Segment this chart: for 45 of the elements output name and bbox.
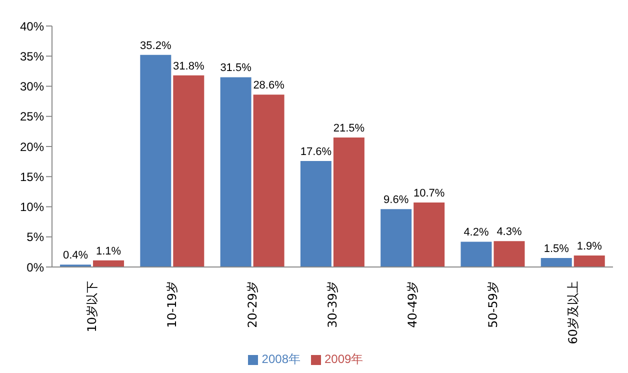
x-tick-label: 60岁及以上 <box>566 281 580 344</box>
data-label: 31.5% <box>220 62 252 74</box>
data-label: 9.6% <box>384 194 409 206</box>
y-tick-label: 5% <box>26 230 44 244</box>
data-label: 10.7% <box>413 188 445 200</box>
bar <box>140 54 172 267</box>
data-label: 35.2% <box>140 40 172 52</box>
bar <box>93 260 124 267</box>
x-tick-label: 10-19岁 <box>165 281 180 328</box>
x-tick-label: 30-39岁 <box>326 281 340 328</box>
bar <box>253 94 284 267</box>
legend-label: 2008年 <box>262 352 300 366</box>
y-tick-label: 25% <box>20 110 44 124</box>
bar <box>300 160 332 267</box>
x-tick-label: 10岁以下 <box>85 281 100 332</box>
bar <box>414 202 445 267</box>
bar <box>380 209 412 267</box>
bar <box>494 241 525 267</box>
bar <box>333 137 364 267</box>
y-tick-label: 35% <box>20 49 44 64</box>
y-tick-label: 10% <box>20 200 44 214</box>
y-tick-label: 30% <box>20 80 44 94</box>
data-label: 0.4% <box>62 250 88 262</box>
bar <box>173 75 204 267</box>
y-tick-label: 20% <box>20 140 44 154</box>
data-label: 4.2% <box>464 226 489 239</box>
bar <box>574 256 605 267</box>
data-label: 1.5% <box>544 242 570 255</box>
x-tick-label: 40-49岁 <box>406 281 420 328</box>
data-label: 1.1% <box>96 245 122 258</box>
y-tick-label: 40% <box>20 19 44 34</box>
bar <box>220 77 252 267</box>
bar <box>460 242 492 267</box>
x-tick-label: 20-29岁 <box>245 281 260 328</box>
data-label: 1.9% <box>576 240 602 253</box>
y-tick-label: 15% <box>20 170 44 184</box>
legend-label: 2009年 <box>324 352 364 366</box>
x-tick-label: 50-59岁 <box>486 281 500 328</box>
bar <box>540 258 572 267</box>
data-label: 4.3% <box>496 226 522 238</box>
data-label: 17.6% <box>300 146 332 158</box>
y-tick-label: 0% <box>26 260 44 274</box>
data-label: 28.6% <box>253 80 285 92</box>
data-label: 31.8% <box>173 60 204 72</box>
data-label: 21.5% <box>333 122 365 134</box>
